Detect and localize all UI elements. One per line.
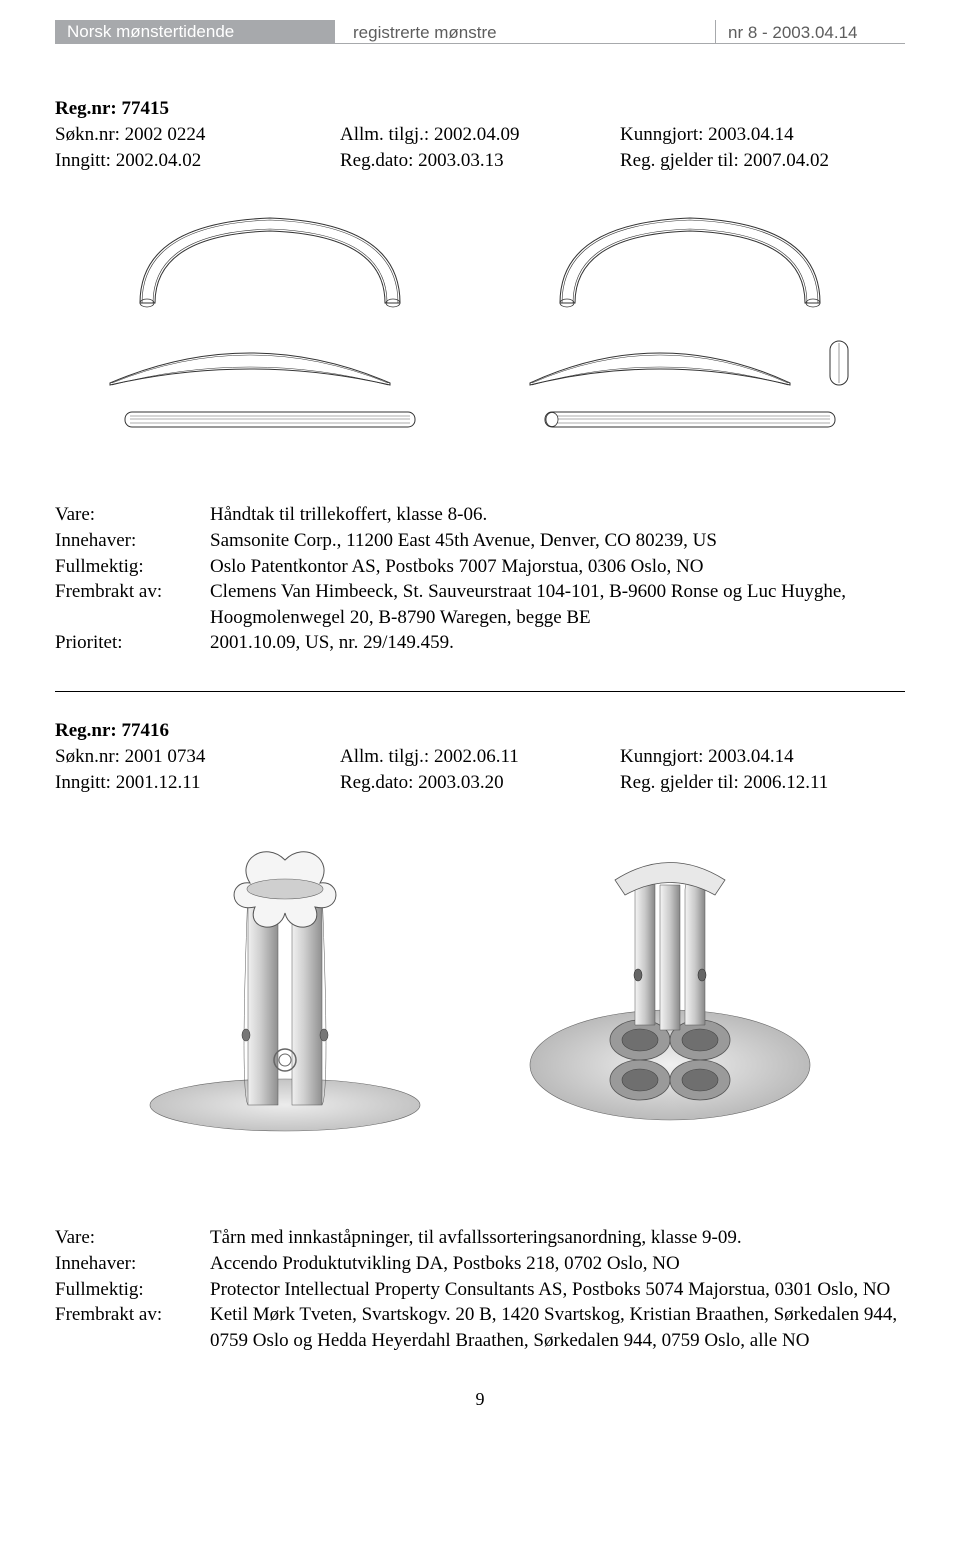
public-date: Allm. tilgj.: 2002.06.11: [340, 744, 620, 770]
fullmektig-label: Fullmektig:: [55, 1277, 210, 1303]
fullmektig-label: Fullmektig:: [55, 554, 210, 580]
record-details: Vare: Tårn med innkaståpninger, til avfa…: [55, 1225, 905, 1353]
innehaver-value: Accendo Produktutvikling DA, Postboks 21…: [210, 1251, 905, 1277]
document-header: Norsk mønstertidende registrerte mønstre…: [55, 20, 905, 48]
issue-number: nr 8 - 2003.04.14: [715, 20, 905, 44]
vare-value: Håndtak til trillekoffert, klasse 8-06.: [210, 502, 905, 528]
vare-value: Tårn med innkaståpninger, til avfallssor…: [210, 1225, 905, 1251]
page-number: 9: [55, 1389, 905, 1410]
handle-drawing-perspective-right: [540, 203, 840, 313]
design-record: Reg.nr: 77416 Søkn.nr: 2001 0734 Allm. t…: [55, 720, 905, 1353]
announced-date: Kunngjort: 2003.04.14: [620, 122, 905, 148]
filed-date: Inngitt: 2001.12.11: [55, 770, 340, 796]
innehaver-label: Innehaver:: [55, 528, 210, 554]
registration-number: Reg.nr: 77416: [55, 720, 905, 742]
design-figures-handles: [55, 193, 905, 462]
registration-date: Reg.dato: 2003.03.13: [340, 148, 620, 174]
design-figures-towers: [55, 815, 905, 1185]
innehaver-value: Samsonite Corp., 11200 East 45th Avenue,…: [210, 528, 905, 554]
frembrakt-value: Ketil Mørk Tveten, Svartskogv. 20 B, 142…: [210, 1302, 905, 1353]
prioritet-label: Prioritet:: [55, 630, 210, 656]
handle-drawing-front: [100, 333, 400, 388]
frembrakt-label: Frembrakt av:: [55, 1302, 210, 1353]
innehaver-label: Innehaver:: [55, 1251, 210, 1277]
application-number: Søkn.nr: 2001 0734: [55, 744, 340, 770]
record-divider: [55, 691, 905, 692]
fullmektig-value: Oslo Patentkontor AS, Postboks 7007 Majo…: [210, 554, 905, 580]
fullmektig-value: Protector Intellectual Property Consulta…: [210, 1277, 905, 1303]
vare-label: Vare:: [55, 1225, 210, 1251]
public-date: Allm. tilgj.: 2002.04.09: [340, 122, 620, 148]
frembrakt-value: Clemens Van Himbeeck, St. Sauveurstraat …: [210, 579, 905, 630]
prioritet-value: 2001.10.09, US, nr. 29/149.459.: [210, 630, 905, 656]
tower-drawing-perspective: [520, 835, 820, 1135]
valid-until: Reg. gjelder til: 2007.04.02: [620, 148, 905, 174]
design-record: Reg.nr: 77415 Søkn.nr: 2002 0224 Allm. t…: [55, 98, 905, 656]
record-metadata: Søkn.nr: 2002 0224 Allm. tilgj.: 2002.04…: [55, 122, 905, 173]
registration-number: Reg.nr: 77415: [55, 98, 905, 120]
tower-drawing-front: [140, 835, 430, 1135]
handle-drawing-front-and-side: [520, 333, 860, 388]
handle-drawing-top-end: [540, 408, 840, 432]
application-number: Søkn.nr: 2002 0224: [55, 122, 340, 148]
frembrakt-label: Frembrakt av:: [55, 579, 210, 630]
record-metadata: Søkn.nr: 2001 0734 Allm. tilgj.: 2002.06…: [55, 744, 905, 795]
record-details: Vare: Håndtak til trillekoffert, klasse …: [55, 502, 905, 656]
valid-until: Reg. gjelder til: 2006.12.11: [620, 770, 905, 796]
section-title: registrerte mønstre: [335, 20, 715, 44]
publication-title: Norsk mønstertidende: [55, 20, 335, 44]
announced-date: Kunngjort: 2003.04.14: [620, 744, 905, 770]
registration-date: Reg.dato: 2003.03.20: [340, 770, 620, 796]
handle-drawing-top: [120, 408, 420, 432]
vare-label: Vare:: [55, 502, 210, 528]
handle-drawing-perspective-left: [120, 203, 420, 313]
filed-date: Inngitt: 2002.04.02: [55, 148, 340, 174]
